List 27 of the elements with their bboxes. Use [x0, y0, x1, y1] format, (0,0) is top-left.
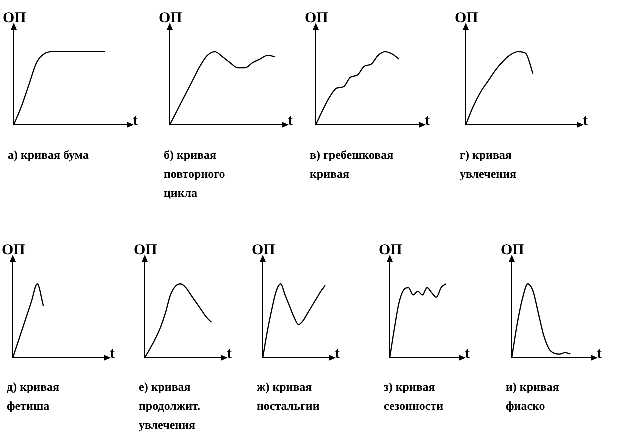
text: е) кривая продолжит. увлечения	[139, 379, 202, 434]
y-axis-title: ОП	[2, 242, 26, 258]
x-axis-title: t	[133, 112, 138, 129]
y-axis-title: ОП	[3, 10, 27, 26]
x-axis-title: t	[425, 112, 430, 129]
x-axis-title: t	[288, 112, 293, 129]
x-axis-title: t	[335, 346, 340, 362]
text: ж) кривая ностальгии	[257, 379, 321, 415]
x-axis-title: t	[110, 346, 115, 362]
x-axis-title: t	[227, 346, 232, 362]
text: и) кривая фиаско	[506, 379, 560, 415]
text: а) кривая бума	[8, 147, 90, 164]
text: б) кривая повторного цикла	[164, 147, 226, 202]
y-axis-title: ОП	[159, 10, 183, 26]
y-axis-title: ОП	[305, 10, 329, 26]
y-axis-title: ОП	[252, 242, 276, 258]
text: г) кривая увлечения	[460, 147, 518, 183]
y-axis-title: ОП	[134, 242, 158, 258]
y-axis-title: ОП	[455, 10, 479, 26]
x-axis-title: t	[583, 112, 588, 129]
text: з) кривая сезонности	[384, 379, 445, 415]
x-axis-title: t	[465, 346, 470, 362]
y-axis-title: ОП	[501, 242, 525, 258]
y-axis-title: ОП	[379, 242, 403, 258]
text: д) кривая фетиша	[7, 379, 61, 415]
x-axis-title: t	[597, 346, 602, 362]
text: в) гребешковая кривая	[310, 147, 395, 183]
